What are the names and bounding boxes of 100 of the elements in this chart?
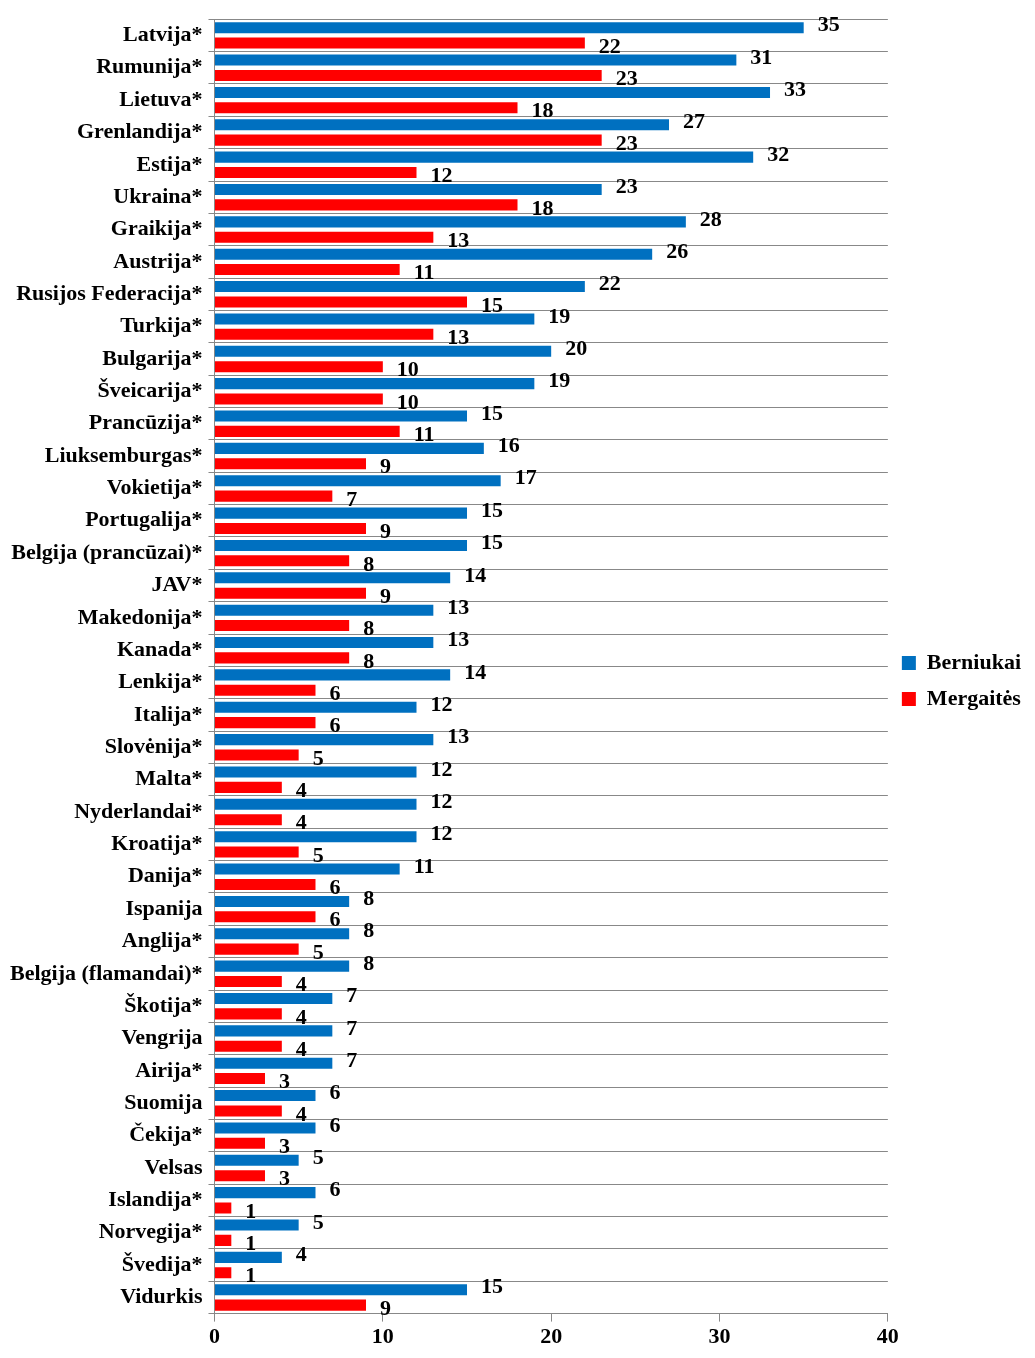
data-label: 8	[363, 550, 375, 576]
data-label: 4	[295, 1035, 307, 1061]
bar	[214, 134, 602, 146]
data-label: 15	[481, 399, 504, 425]
bar	[214, 928, 350, 940]
data-label: 19	[548, 302, 571, 328]
data-label: 12	[430, 690, 453, 716]
data-label: 7	[346, 485, 358, 511]
data-label: 9	[380, 582, 391, 608]
bar	[214, 199, 518, 211]
data-label: 19	[548, 367, 571, 393]
bar	[214, 328, 434, 340]
y-tick-label: Malta*	[135, 765, 203, 791]
y-tick-label: Suomija	[124, 1088, 203, 1114]
y-tick-label: Vidurkis	[120, 1283, 203, 1309]
data-label: 6	[329, 679, 341, 705]
bar	[214, 798, 417, 810]
bar	[214, 1187, 316, 1199]
bar	[214, 846, 299, 858]
data-label: 9	[380, 453, 391, 479]
data-label: 27	[683, 108, 706, 134]
y-tick-label: Latvija*	[123, 21, 203, 47]
y-tick-label: Portugalija*	[85, 506, 203, 532]
data-label: 14	[464, 561, 487, 587]
bar	[214, 216, 686, 228]
bar	[214, 749, 299, 761]
x-tick-label: 10	[371, 1323, 394, 1349]
x-tick-label: 30	[708, 1323, 731, 1349]
bar	[214, 490, 333, 502]
data-label: 5	[312, 841, 324, 867]
bar	[214, 701, 417, 713]
data-label: 10	[396, 356, 419, 382]
data-label: 7	[346, 1014, 358, 1040]
data-label: 23	[615, 129, 638, 155]
bar	[214, 361, 383, 373]
bar	[214, 766, 417, 778]
x-tick-label: 40	[876, 1323, 899, 1349]
data-label: 35	[817, 11, 840, 37]
y-tick-label: Danija*	[127, 862, 203, 888]
bar	[214, 1267, 232, 1279]
bar	[214, 119, 670, 131]
bar	[214, 475, 501, 487]
bar	[214, 1284, 468, 1296]
data-label: 6	[329, 712, 341, 738]
data-label: 18	[531, 97, 554, 123]
data-label: 5	[312, 938, 324, 964]
data-label: 11	[413, 852, 435, 878]
bar	[214, 1090, 316, 1102]
bar	[214, 22, 804, 34]
data-label: 8	[363, 885, 375, 911]
bar	[214, 345, 552, 357]
bar	[214, 734, 434, 746]
y-tick-label: Estija*	[136, 150, 203, 176]
data-label: 12	[430, 820, 453, 846]
data-label: 12	[430, 162, 453, 188]
bar	[214, 264, 400, 276]
bar	[214, 992, 333, 1005]
bar	[214, 587, 366, 599]
y-tick-label: Islandija*	[108, 1186, 203, 1212]
data-label: 18	[531, 194, 554, 220]
data-label: 6	[329, 906, 341, 932]
bar	[214, 393, 383, 405]
bar	[214, 231, 434, 243]
bar	[214, 1008, 282, 1020]
y-tick-label: Prancūzija*	[88, 409, 203, 435]
bar	[214, 1105, 282, 1117]
data-label: 28	[699, 205, 722, 231]
data-label: 22	[598, 32, 621, 58]
bar	[214, 1057, 333, 1069]
y-tick-label: Nyderlandai*	[74, 797, 203, 823]
data-label: 13	[447, 626, 470, 652]
y-tick-label: Velsas	[144, 1153, 203, 1179]
bar	[214, 151, 754, 163]
data-label: 23	[615, 173, 638, 199]
y-tick-label: Italija*	[134, 700, 203, 726]
y-tick-label: Lietuva*	[119, 85, 203, 111]
y-tick-label: Kanada*	[116, 635, 203, 661]
bar	[214, 863, 400, 875]
data-label: 5	[312, 744, 324, 770]
bar	[214, 522, 366, 534]
bar	[214, 620, 350, 632]
data-label: 13	[447, 593, 470, 619]
bar	[214, 425, 400, 437]
bar	[214, 410, 468, 422]
data-label: 4	[295, 971, 307, 997]
bar	[214, 1137, 265, 1149]
bar	[214, 1073, 265, 1085]
bar	[214, 313, 535, 325]
bar	[214, 69, 602, 81]
bar	[214, 975, 282, 988]
data-label: 8	[363, 615, 375, 641]
data-label: 8	[363, 647, 375, 673]
data-label: 8	[363, 949, 375, 975]
data-label: 6	[329, 1111, 341, 1137]
y-tick-label: Kroatija*	[111, 830, 203, 856]
y-tick-label: JAV*	[151, 571, 203, 597]
data-label: 12	[430, 755, 453, 781]
y-tick-label: Norvegija*	[98, 1218, 203, 1244]
bar	[214, 943, 299, 955]
data-label: 13	[447, 226, 470, 252]
